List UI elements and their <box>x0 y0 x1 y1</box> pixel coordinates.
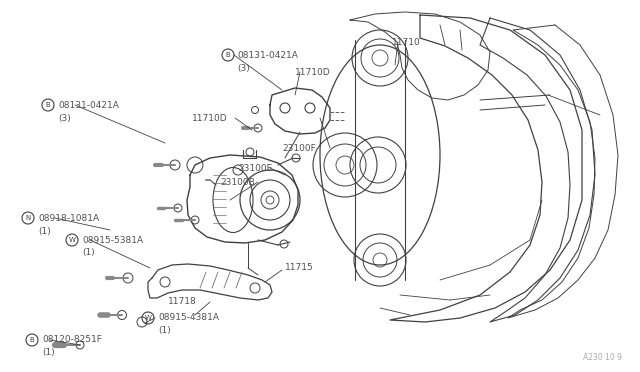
Text: B: B <box>226 52 230 58</box>
Text: 08131-0421A: 08131-0421A <box>237 51 298 60</box>
Text: A230 10 9: A230 10 9 <box>583 353 622 362</box>
Text: (1): (1) <box>38 227 51 235</box>
Text: 11715: 11715 <box>285 263 314 273</box>
Text: N: N <box>26 215 31 221</box>
Text: (3): (3) <box>237 64 250 73</box>
Text: 23100B: 23100B <box>220 177 255 186</box>
Text: W: W <box>145 315 152 321</box>
Text: 23100E: 23100E <box>238 164 272 173</box>
Text: 08918-1081A: 08918-1081A <box>38 214 99 222</box>
Text: 08120-8251F: 08120-8251F <box>42 336 102 344</box>
Text: (1): (1) <box>158 327 171 336</box>
Text: 08915-4381A: 08915-4381A <box>158 314 219 323</box>
Text: 11710: 11710 <box>392 38 420 46</box>
Text: 11718: 11718 <box>168 298 196 307</box>
Text: (1): (1) <box>82 248 95 257</box>
Text: B: B <box>29 337 35 343</box>
Text: (3): (3) <box>58 113 71 122</box>
Text: 11710D: 11710D <box>295 67 331 77</box>
Text: 08131-0421A: 08131-0421A <box>58 100 119 109</box>
Text: 23100F: 23100F <box>282 144 316 153</box>
Text: 11710D: 11710D <box>192 113 228 122</box>
Text: W: W <box>68 237 76 243</box>
Text: 08915-5381A: 08915-5381A <box>82 235 143 244</box>
Text: B: B <box>45 102 51 108</box>
Text: (1): (1) <box>42 349 55 357</box>
